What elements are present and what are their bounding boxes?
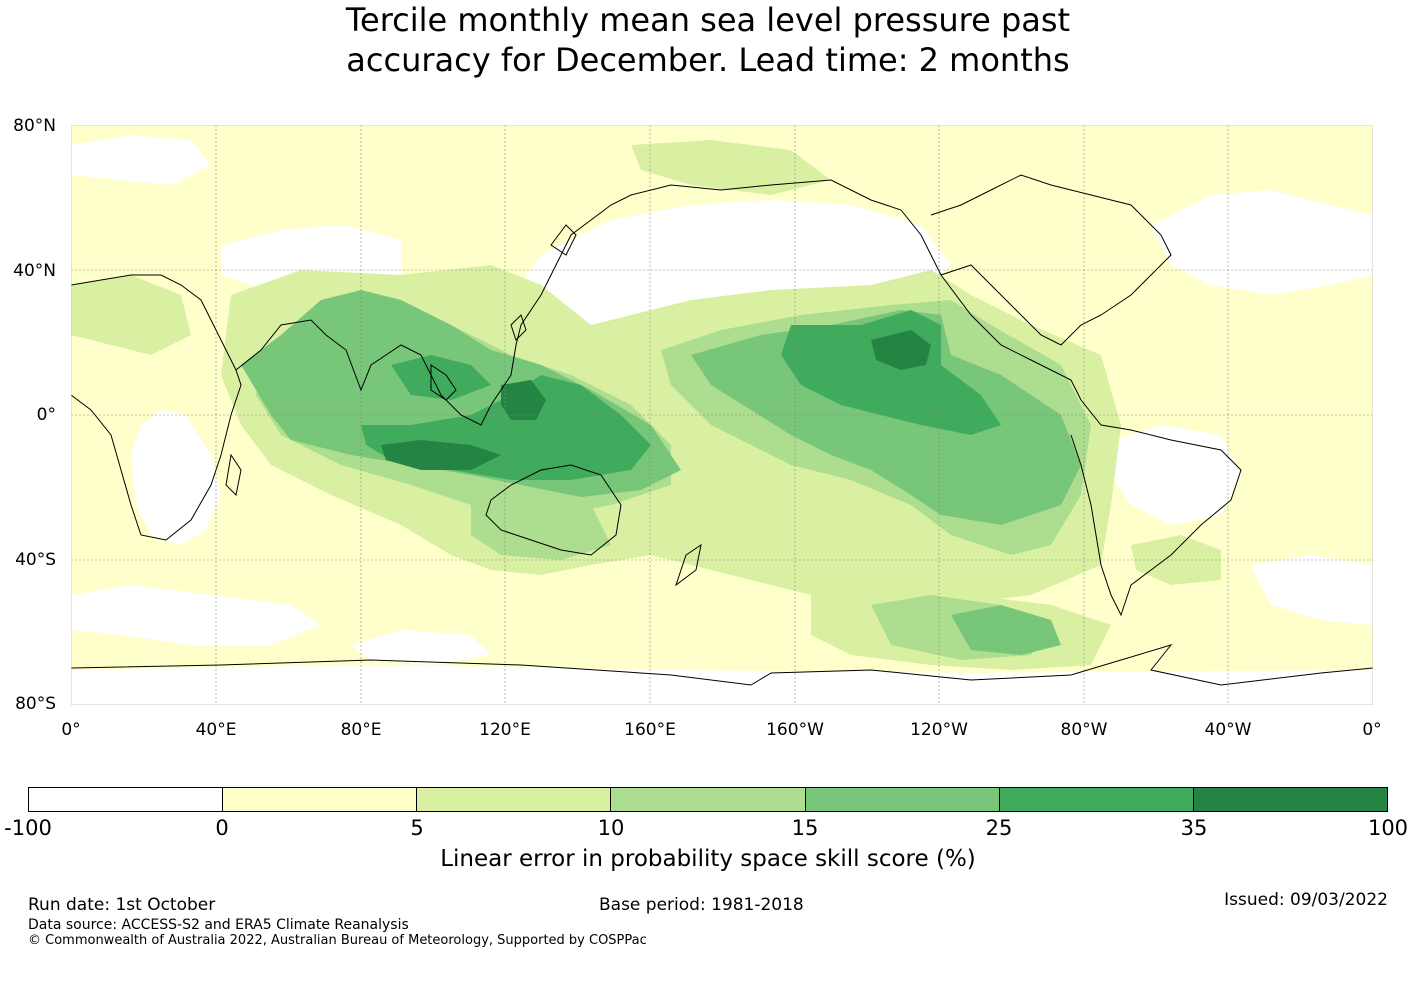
lon-label-80e: 80°E bbox=[340, 720, 382, 740]
colorbar-bin-35-100 bbox=[1193, 788, 1387, 811]
north-america-coast bbox=[930, 174, 1172, 346]
colorbar-tick: 15 bbox=[791, 816, 819, 840]
colorbar-tick: -100 bbox=[4, 816, 52, 840]
skill-35-100-regions bbox=[381, 330, 931, 470]
base-period: Base period: 1981-2018 bbox=[599, 895, 804, 915]
japan-coast bbox=[550, 224, 577, 256]
data-source: Data source: ACCESS-S2 and ERA5 Climate … bbox=[28, 917, 409, 933]
madagascar-coast bbox=[225, 453, 242, 497]
new-zealand-coast bbox=[675, 543, 702, 587]
issued-date: Issued: 09/03/2022 bbox=[1224, 890, 1388, 910]
negative-skill-regions bbox=[71, 135, 1373, 705]
title-line-1: Tercile monthly mean sea level pressure … bbox=[345, 1, 1071, 39]
lon-label-120w: 120°W bbox=[910, 720, 968, 740]
eurasia-coast bbox=[235, 179, 1082, 426]
south-america-coast bbox=[1070, 399, 1242, 617]
lat-label-80n: 80°N bbox=[13, 116, 56, 136]
copyright: © Commonwealth of Australia 2022, Austra… bbox=[28, 933, 647, 948]
colorbar-bin-15-25 bbox=[805, 788, 1000, 811]
africa-coast bbox=[71, 274, 242, 541]
lon-label-160w: 160°W bbox=[766, 720, 824, 740]
lon-label-120e: 120°E bbox=[479, 720, 531, 740]
colorbar-bin-5-10 bbox=[417, 788, 612, 811]
lon-label-80w: 80°W bbox=[1060, 720, 1108, 740]
lon-label-160e: 160°E bbox=[624, 720, 676, 740]
colorbar bbox=[28, 787, 1388, 812]
colorbar-tick: 35 bbox=[1180, 816, 1208, 840]
lat-label-0: 0° bbox=[36, 405, 56, 425]
lon-label-40w: 40°W bbox=[1204, 720, 1252, 740]
lon-label-0-left: 0° bbox=[61, 720, 81, 740]
lon-label-40e: 40°E bbox=[195, 720, 237, 740]
lat-label-80s: 80°S bbox=[15, 694, 56, 714]
colorbar-tick: 25 bbox=[985, 816, 1013, 840]
chart-title: Tercile monthly mean sea level pressure … bbox=[0, 0, 1416, 80]
colorbar-bin-neg100-0 bbox=[29, 788, 224, 811]
lon-label-0-right: 0° bbox=[1362, 720, 1382, 740]
australia-coast bbox=[485, 464, 622, 556]
title-line-2: accuracy for December. Lead time: 2 mont… bbox=[346, 41, 1070, 79]
coastlines bbox=[71, 174, 1373, 686]
colorbar-label: Linear error in probability space skill … bbox=[440, 846, 976, 872]
map-canvas bbox=[71, 125, 1373, 705]
lat-label-40n: 40°N bbox=[13, 261, 56, 281]
colorbar-bin-10-15 bbox=[611, 788, 806, 811]
colorbar-tick: 10 bbox=[597, 816, 625, 840]
graticule bbox=[71, 125, 1373, 705]
skill-map bbox=[71, 125, 1373, 705]
colorbar-tick: 0 bbox=[215, 816, 229, 840]
antarctica-coast bbox=[71, 644, 1373, 686]
colorbar-tick: 5 bbox=[410, 816, 424, 840]
philippines-coast bbox=[510, 314, 527, 341]
lat-label-40s: 40°S bbox=[15, 550, 56, 570]
colorbar-bin-25-35 bbox=[999, 788, 1194, 811]
colorbar-tick: 100 bbox=[1367, 816, 1409, 840]
borneo-coast bbox=[430, 364, 457, 401]
colorbar-bin-0-5 bbox=[223, 788, 418, 811]
run-date: Run date: 1st October bbox=[28, 895, 216, 915]
